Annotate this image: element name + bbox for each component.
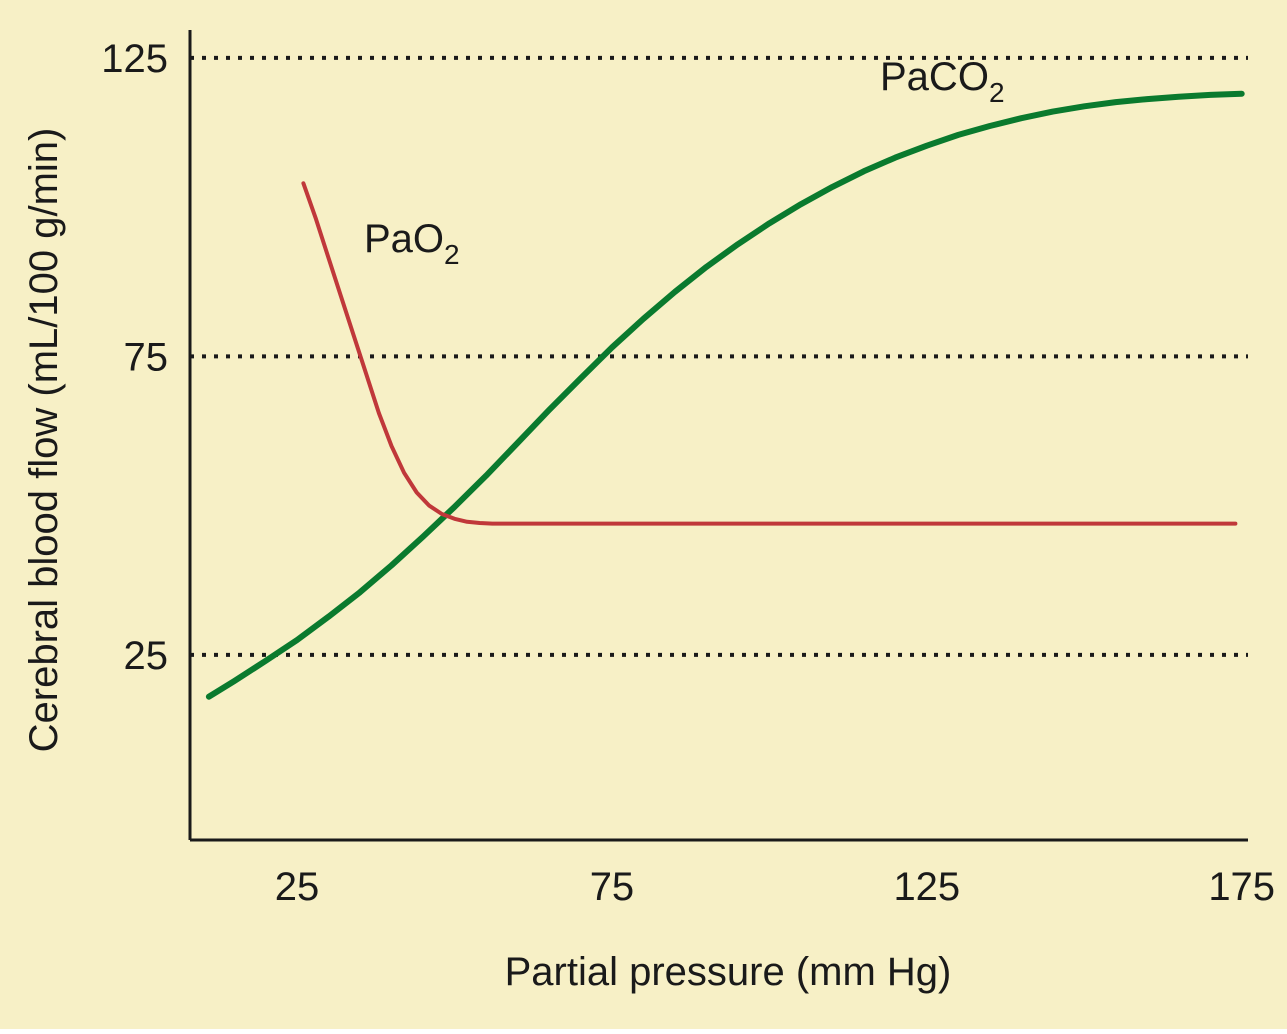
x-tick-label: 175 [1208, 865, 1275, 909]
y-tick-label: 75 [124, 335, 169, 379]
grid-lines [190, 55, 1248, 657]
y-tick-label: 125 [101, 37, 168, 81]
x-tick-label: 125 [893, 865, 960, 909]
y-tick-labels: 25 75 125 [101, 37, 168, 678]
series-line-pao2 [301, 181, 1238, 526]
series-label-pao2: PaO2 [364, 217, 460, 270]
y-tick-label: 25 [124, 634, 169, 678]
series-lines [205, 90, 1245, 700]
x-tick-label: 75 [590, 865, 635, 909]
x-axis-label: Partial pressure (mm Hg) [505, 950, 952, 994]
series-line-paco2 [205, 90, 1245, 700]
y-axis-label: Cerebral blood flow (mL/100 g/min) [22, 128, 66, 753]
x-tick-labels: 25 75 125 175 [275, 865, 1275, 909]
series-label-paco2: PaCO2 [880, 55, 1005, 108]
x-tick-label: 25 [275, 865, 320, 909]
axes [188, 30, 1248, 842]
